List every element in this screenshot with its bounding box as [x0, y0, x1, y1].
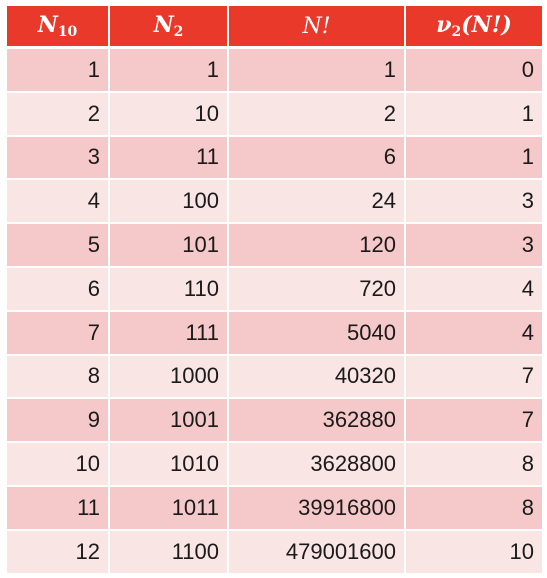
cell-decimal: 9 — [7, 399, 110, 444]
cell-decimal: 6 — [7, 267, 110, 312]
cell-binary: 1100 — [110, 530, 229, 575]
table-row: 7 111 5040 4 — [7, 311, 542, 356]
cell-decimal: 1 — [7, 49, 110, 93]
cell-binary: 11 — [110, 136, 229, 181]
cell-valuation: 10 — [406, 530, 542, 575]
table-row: 3 11 6 1 — [7, 136, 542, 181]
cell-factorial: 39916800 — [229, 486, 406, 531]
cell-factorial: 720 — [229, 267, 406, 312]
table-row: 2 10 2 1 — [7, 92, 542, 137]
cell-binary: 1010 — [110, 443, 229, 487]
cell-decimal: 7 — [7, 311, 110, 356]
table-body: 1 1 1 0 2 10 2 1 3 11 6 1 4 100 24 3 5 101 120 3 6 110 720 4 7 11… — [7, 49, 542, 575]
cell-valuation: 1 — [406, 136, 542, 181]
table-row: 8 1000 40320 7 — [7, 355, 542, 400]
cell-valuation: 3 — [406, 224, 542, 268]
table-row: 4 100 24 3 — [7, 180, 542, 225]
header-factorial: N! — [229, 6, 406, 49]
cell-valuation: 8 — [406, 486, 542, 531]
cell-factorial: 3628800 — [229, 443, 406, 487]
cell-decimal: 11 — [7, 486, 110, 531]
factorial-table: N10 N2 N! ν2(N!) 1 1 1 0 2 10 2 1 3 11 6 1 4 100 24 3 5 1… — [7, 6, 542, 575]
cell-decimal: 12 — [7, 530, 110, 575]
cell-binary: 1 — [110, 49, 229, 93]
header-valuation-subscript: 2 — [451, 24, 462, 40]
cell-binary: 111 — [110, 311, 229, 356]
header-valuation-argument: (N!) — [461, 12, 512, 38]
cell-factorial: 1 — [229, 49, 406, 93]
table-row: 9 1001 362880 7 — [7, 399, 542, 444]
table-row: 11 1011 39916800 8 — [7, 486, 542, 531]
cell-valuation: 8 — [406, 443, 542, 487]
cell-decimal: 5 — [7, 224, 110, 268]
cell-valuation: 0 — [406, 49, 542, 93]
header-valuation-symbol: ν — [436, 12, 452, 38]
cell-factorial: 6 — [229, 136, 406, 181]
cell-factorial: 40320 — [229, 355, 406, 400]
header-factorial-symbol: N! — [302, 13, 331, 39]
header-two-adic-valuation: ν2(N!) — [406, 6, 542, 49]
cell-binary: 101 — [110, 224, 229, 268]
table-row: 5 101 120 3 — [7, 224, 542, 268]
cell-valuation: 7 — [406, 355, 542, 400]
cell-binary: 1000 — [110, 355, 229, 400]
cell-valuation: 1 — [406, 92, 542, 137]
cell-factorial: 120 — [229, 224, 406, 268]
cell-binary: 100 — [110, 180, 229, 225]
cell-factorial: 5040 — [229, 311, 406, 356]
cell-valuation: 3 — [406, 180, 542, 225]
cell-binary: 110 — [110, 267, 229, 312]
header-binary-symbol: N — [153, 12, 174, 38]
cell-valuation: 7 — [406, 399, 542, 444]
table-header: N10 N2 N! ν2(N!) — [7, 6, 542, 49]
header-decimal: N10 — [7, 6, 110, 49]
cell-decimal: 8 — [7, 355, 110, 400]
header-binary: N2 — [110, 6, 229, 49]
cell-decimal: 3 — [7, 136, 110, 181]
header-binary-subscript: 2 — [173, 24, 184, 40]
cell-factorial: 479001600 — [229, 530, 406, 575]
header-decimal-symbol: N — [37, 12, 58, 38]
cell-binary: 1011 — [110, 486, 229, 531]
header-decimal-subscript: 10 — [57, 24, 78, 40]
table-row: 6 110 720 4 — [7, 267, 542, 312]
cell-valuation: 4 — [406, 311, 542, 356]
cell-binary: 10 — [110, 92, 229, 137]
cell-factorial: 24 — [229, 180, 406, 225]
cell-valuation: 4 — [406, 267, 542, 312]
cell-binary: 1001 — [110, 399, 229, 444]
cell-decimal: 4 — [7, 180, 110, 225]
cell-decimal: 10 — [7, 443, 110, 487]
cell-decimal: 2 — [7, 92, 110, 137]
cell-factorial: 2 — [229, 92, 406, 137]
cell-factorial: 362880 — [229, 399, 406, 444]
table-row: 10 1010 3628800 8 — [7, 443, 542, 487]
table-row: 12 1100 479001600 10 — [7, 530, 542, 575]
header-row: N10 N2 N! ν2(N!) — [7, 6, 542, 49]
